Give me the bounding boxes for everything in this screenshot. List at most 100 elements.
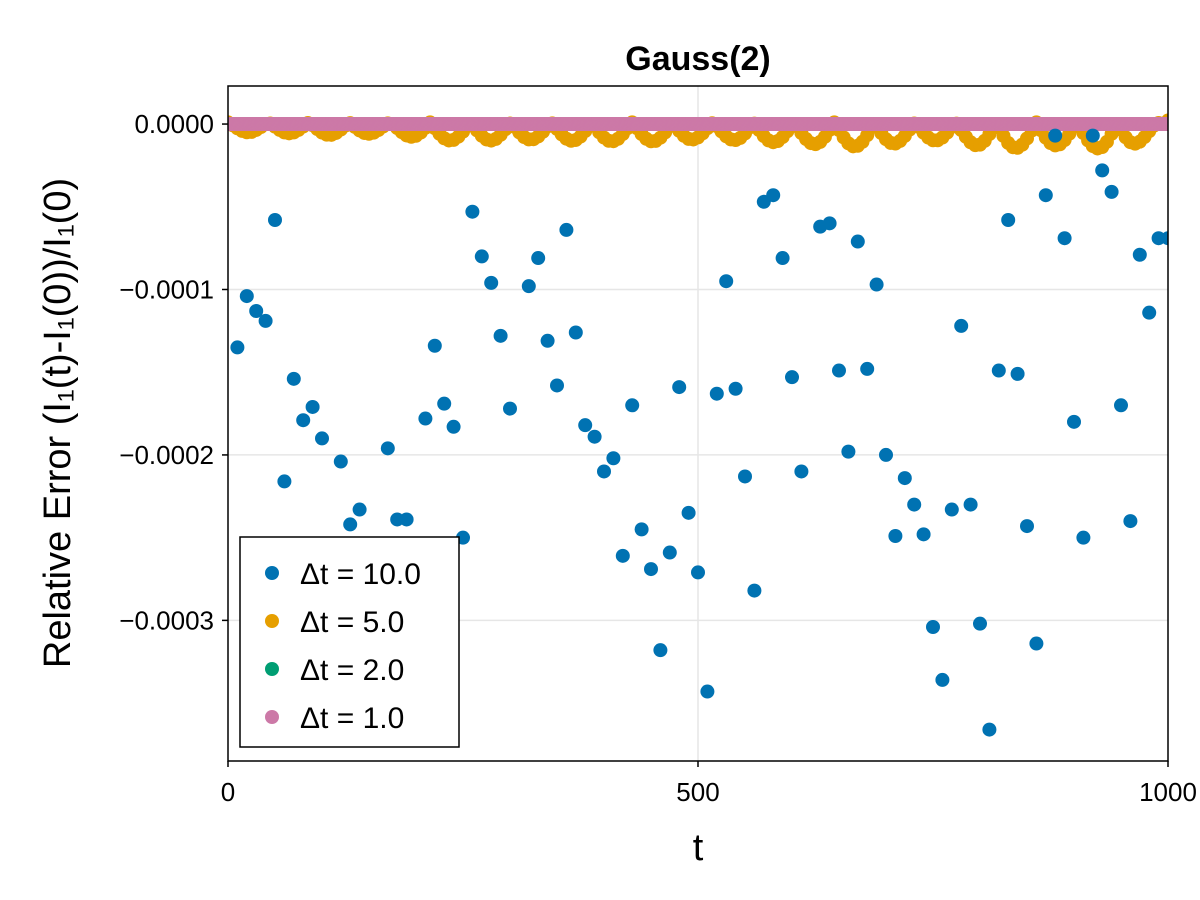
series-dt10-point [465, 204, 480, 219]
legend-marker [265, 614, 279, 628]
series-dt10-point [531, 251, 546, 266]
series-dt10-point [1076, 530, 1091, 545]
series-dt10-point [634, 522, 649, 537]
series-dt10-point [662, 545, 677, 560]
x-axis-ticks: 0 500 1000 [221, 761, 1197, 807]
series-dt10-point [681, 505, 696, 520]
series-dt10-point [625, 398, 640, 413]
series-dt10-point [822, 216, 837, 231]
legend-label: Δt = 1.0 [300, 702, 404, 735]
series-dt10-point [1132, 247, 1147, 262]
series-dt1-point [1161, 117, 1168, 132]
y-axis-label: Relative Error (I₁(t)-I₁(0))/I₁(0) [37, 178, 79, 668]
series-dt10-point [615, 548, 630, 563]
series-dt10-point [926, 619, 940, 634]
legend-label: Δt = 2.0 [300, 654, 404, 687]
series-dt10-point [644, 562, 658, 577]
series-dt10-point [296, 413, 311, 428]
series-dt10-point [427, 338, 442, 353]
series-dt10-point [963, 497, 978, 512]
series-dt10-point [1161, 231, 1168, 246]
plot-area [228, 113, 1168, 737]
series-dt10-point [869, 277, 884, 292]
series-dt10-point [766, 188, 781, 203]
series-dt10-point [606, 451, 621, 466]
series-dt10-point [305, 399, 320, 414]
series-dt10-point [399, 512, 414, 527]
series-dt10-point [954, 318, 969, 333]
series-dt10-point [747, 583, 762, 598]
series-dt10-point [230, 340, 245, 355]
series-dt10-point [521, 279, 536, 294]
series-dt10-point [258, 313, 273, 328]
series-dt10-point [700, 684, 715, 699]
series-dt10-point [794, 464, 809, 479]
x-tick-label: 1000 [1139, 777, 1197, 807]
series-dt10-point [587, 429, 602, 444]
series-dt10-point [916, 527, 931, 542]
chart-title: Gauss(2) [625, 40, 771, 78]
series-dt10-point [935, 672, 950, 687]
series-dt10-point [1104, 184, 1119, 199]
x-tick-label: 500 [676, 777, 719, 807]
series-dt10-point [1085, 128, 1100, 143]
series-dt10-point [286, 371, 301, 386]
series-dt10-point [785, 370, 799, 385]
series-dt10-point [578, 418, 593, 433]
series-dt10-point [540, 333, 555, 348]
legend-marker [265, 710, 279, 724]
series-dt10-point [1038, 188, 1053, 203]
series-dt10-point [907, 497, 922, 512]
series-dt10-point [1020, 519, 1034, 534]
series-dt10-point [277, 474, 292, 489]
series-dt10-point [268, 213, 282, 228]
legend-marker [265, 662, 279, 676]
series-dt10-point [897, 471, 912, 486]
series-dt10-point [672, 380, 687, 395]
series-dt10-point [850, 234, 865, 249]
x-tick-label: 0 [221, 777, 235, 807]
series-dt10-point [239, 289, 254, 304]
legend-label: Δt = 5.0 [300, 606, 404, 639]
series-dt10-point [1029, 636, 1044, 651]
series-dt10-point [775, 251, 790, 266]
series-dt10-point [352, 502, 367, 517]
series-dt10-point [841, 444, 856, 459]
y-axis-ticks: 0.0000 −0.0001 −0.0002 −0.0003 [119, 109, 228, 635]
x-axis-label: t [693, 827, 704, 869]
series-dt10-point [691, 565, 705, 580]
series-dt10-point [1142, 305, 1157, 320]
series-dt10-point [418, 411, 433, 426]
series-dt10-point [1114, 398, 1128, 413]
series-dt10-point [1067, 414, 1081, 429]
series-dt10-point [1010, 366, 1025, 381]
series-dt10-point [493, 328, 508, 343]
series-dt10-point [333, 454, 348, 469]
series-dt10-point [709, 386, 724, 401]
series-dt10-point [343, 517, 358, 532]
y-tick-label: −0.0002 [119, 440, 214, 470]
series-dt10-point [1057, 231, 1072, 246]
series-dt10-point [503, 401, 517, 416]
series-dt10-point [315, 431, 329, 446]
series-dt10-point [484, 275, 499, 290]
series-dt10-point [550, 378, 564, 393]
series-dt10-point [973, 616, 987, 631]
series-dt10-point [719, 274, 734, 289]
series-dt10-point [559, 222, 574, 237]
series-dt10-point [1123, 514, 1138, 529]
series-dt10-point [1048, 128, 1063, 143]
series-dt10-point [1001, 213, 1016, 228]
series-dt10-point [474, 249, 489, 264]
series-dt10-point [982, 722, 997, 737]
y-tick-label: −0.0003 [119, 605, 214, 635]
series-dt10-point [249, 304, 264, 318]
series-dt10-point [380, 441, 395, 456]
series-dt10-point [991, 363, 1006, 378]
series-dt10-point [860, 361, 875, 376]
y-tick-label: −0.0001 [119, 274, 214, 304]
series-dt10-point [437, 396, 452, 411]
series-dt10-point [1095, 163, 1110, 178]
series-dt10-point [653, 643, 668, 658]
